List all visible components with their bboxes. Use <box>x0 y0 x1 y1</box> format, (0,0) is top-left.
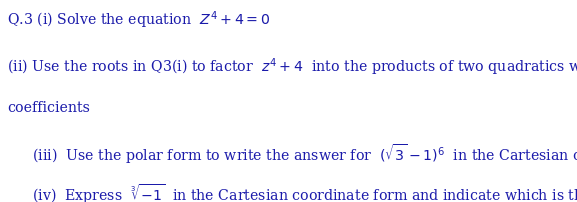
Text: (iv)  Express  $\sqrt[3]{-1}$  in the Cartesian coordinate form and indicate whi: (iv) Express $\sqrt[3]{-1}$ in the Carte… <box>32 182 577 202</box>
Text: coefficients: coefficients <box>7 101 90 115</box>
Text: Q.3 (i) Solve the equation  $Z^4+4=0$: Q.3 (i) Solve the equation $Z^4+4=0$ <box>7 9 270 31</box>
Text: (ii) Use the roots in Q3(i) to factor  $z^4+4$  into the products of two quadrat: (ii) Use the roots in Q3(i) to factor $z… <box>7 57 577 78</box>
Text: (iii)  Use the polar form to write the answer for  $(\sqrt{3}-1)^6$  in the Cart: (iii) Use the polar form to write the an… <box>32 142 577 166</box>
